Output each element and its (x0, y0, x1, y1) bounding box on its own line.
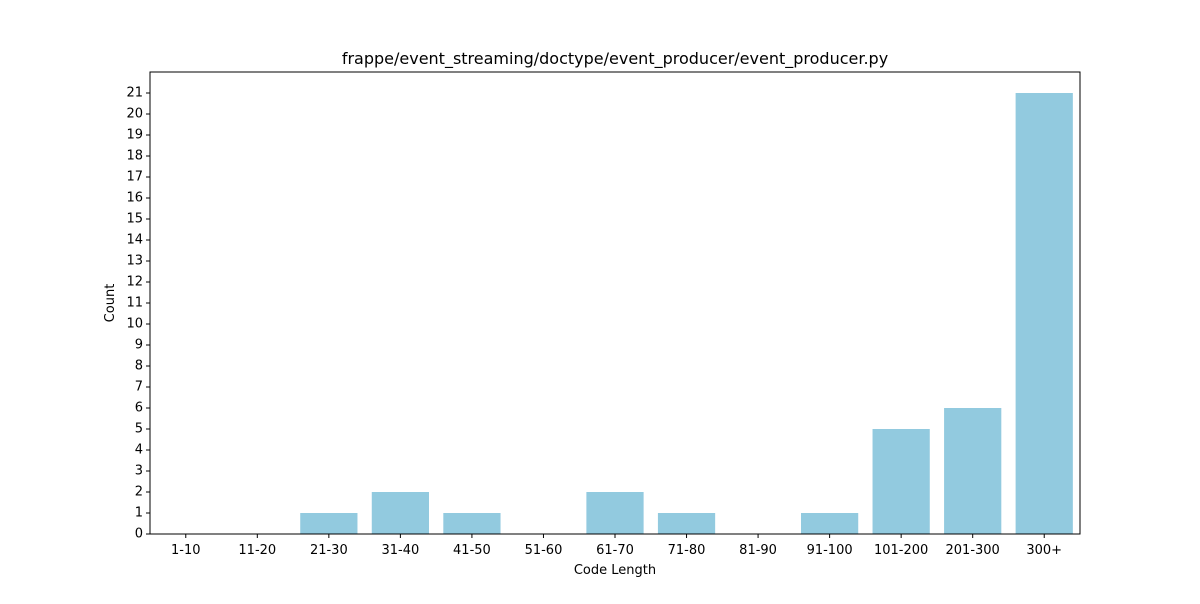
x-tick-label: 71-80 (668, 543, 706, 558)
bars-layer (300, 93, 1073, 534)
x-axis-ticks: 1-10 11-20 21-30 31-40 41-50 51-60 61-70 71-80 8… (171, 534, 1062, 558)
plot-frame (149, 71, 1081, 535)
y-tick-label: 17 (126, 170, 143, 185)
x-tick-label: 201-300 (946, 543, 1000, 558)
y-tick-label: 14 (126, 233, 143, 248)
x-tick-label: 91-100 (807, 543, 853, 558)
y-tick-label: 7 (135, 380, 143, 395)
x-tick-label: 11-20 (238, 543, 276, 558)
y-tick-label: 20 (126, 107, 143, 122)
bar-201-300 (944, 408, 1002, 534)
y-tick-label: 4 (135, 443, 143, 458)
y-tick-label: 18 (126, 149, 143, 164)
bar-21-30 (300, 513, 358, 534)
x-tick-label: 51-60 (525, 543, 563, 558)
y-tick-label: 8 (135, 359, 143, 374)
y-tick-label: 16 (126, 191, 143, 206)
bar-101-200 (872, 429, 930, 534)
bar-31-40 (371, 492, 429, 534)
x-tick-label: 31-40 (381, 543, 419, 558)
y-tick-label: 9 (135, 338, 143, 353)
x-axis-label: Code Length (574, 563, 656, 578)
x-tick-label: 300+ (1026, 543, 1062, 558)
x-tick-label: 101-200 (874, 543, 928, 558)
y-tick-label: 0 (135, 527, 143, 542)
x-tick-label: 41-50 (453, 543, 491, 558)
chart-title: frappe/event_streaming/doctype/event_pro… (342, 49, 888, 69)
y-tick-label: 19 (126, 128, 143, 143)
y-tick-label: 12 (126, 275, 143, 290)
y-tick-label: 3 (135, 464, 143, 479)
y-tick-label: 6 (135, 401, 143, 416)
x-tick-label: 21-30 (310, 543, 348, 558)
x-tick-label: 1-10 (171, 543, 201, 558)
x-tick-label: 61-70 (596, 543, 634, 558)
x-tick-label: 81-90 (739, 543, 777, 558)
y-tick-label: 5 (135, 422, 143, 437)
bar-300+ (1015, 93, 1073, 534)
y-tick-label: 2 (135, 485, 143, 500)
y-tick-label: 1 (135, 506, 143, 521)
y-axis-label: Count (103, 284, 118, 323)
bar-91-100 (801, 513, 859, 534)
y-tick-label: 10 (126, 317, 143, 332)
y-tick-label: 15 (126, 212, 143, 227)
y-tick-label: 13 (126, 254, 143, 269)
bar-41-50 (443, 513, 501, 534)
y-tick-label: 21 (126, 86, 143, 101)
bar-61-70 (586, 492, 644, 534)
bar-71-80 (657, 513, 716, 534)
y-tick-label: 11 (126, 296, 143, 311)
